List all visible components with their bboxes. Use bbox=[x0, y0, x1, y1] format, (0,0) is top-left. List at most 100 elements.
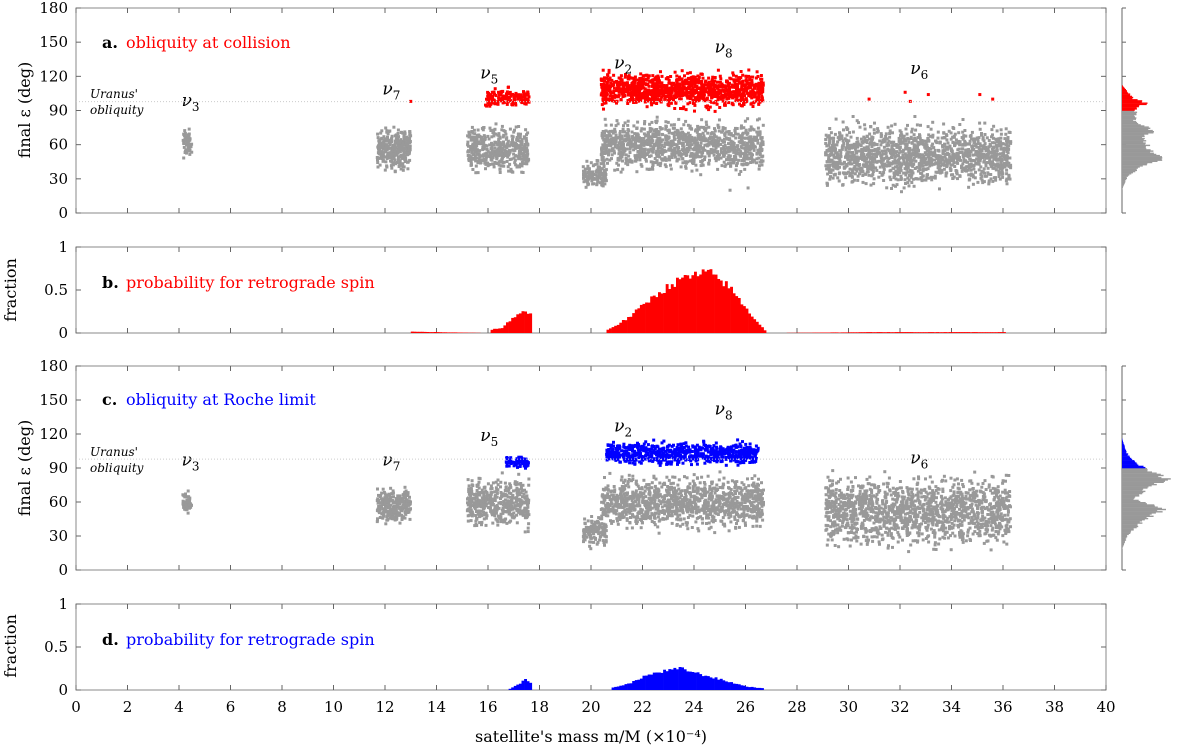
data-point bbox=[620, 151, 624, 155]
data-point bbox=[866, 145, 870, 149]
data-point bbox=[828, 160, 832, 164]
data-point bbox=[592, 177, 595, 180]
data-point bbox=[498, 167, 502, 171]
data-point bbox=[601, 99, 605, 103]
data-point bbox=[701, 96, 705, 100]
data-point bbox=[890, 156, 894, 159]
data-point bbox=[887, 161, 891, 165]
data-point bbox=[840, 134, 844, 138]
data-point bbox=[385, 155, 388, 159]
data-point bbox=[978, 142, 982, 146]
data-point bbox=[386, 147, 390, 151]
data-point bbox=[487, 95, 490, 99]
data-point bbox=[520, 101, 524, 105]
data-point bbox=[621, 167, 625, 171]
data-point bbox=[604, 123, 608, 127]
data-point bbox=[646, 76, 650, 80]
data-point bbox=[681, 86, 684, 90]
data-point bbox=[620, 155, 624, 159]
data-point bbox=[604, 88, 607, 92]
data-point bbox=[643, 122, 646, 126]
data-point bbox=[961, 118, 965, 121]
data-point bbox=[711, 82, 715, 86]
data-point bbox=[704, 127, 708, 130]
data-point bbox=[489, 93, 493, 97]
data-point bbox=[730, 83, 734, 87]
data-point bbox=[897, 161, 901, 165]
data-point bbox=[695, 153, 699, 157]
data-point bbox=[682, 134, 686, 138]
data-point bbox=[957, 131, 961, 135]
data-point bbox=[466, 134, 470, 138]
data-point bbox=[687, 147, 691, 151]
data-point bbox=[716, 80, 719, 84]
data-point bbox=[583, 167, 587, 171]
panel-a-title: obliquity at collision bbox=[126, 33, 291, 52]
data-point bbox=[599, 172, 602, 176]
data-point bbox=[717, 85, 721, 89]
data-point bbox=[605, 157, 609, 161]
data-point bbox=[655, 82, 659, 86]
data-point bbox=[956, 177, 959, 181]
data-point bbox=[979, 173, 983, 177]
data-point bbox=[695, 91, 699, 94]
data-point bbox=[405, 144, 409, 148]
data-point bbox=[604, 168, 608, 172]
data-point bbox=[633, 138, 637, 142]
data-point bbox=[493, 152, 497, 156]
data-point bbox=[469, 155, 473, 159]
data-point bbox=[626, 93, 630, 97]
data-point bbox=[380, 136, 384, 140]
data-point bbox=[755, 161, 758, 165]
data-point bbox=[470, 163, 473, 167]
data-point bbox=[626, 119, 630, 123]
data-point bbox=[758, 88, 762, 91]
data-point bbox=[977, 136, 981, 140]
data-point bbox=[658, 149, 662, 153]
data-point bbox=[701, 151, 705, 155]
data-point bbox=[380, 129, 384, 133]
data-point bbox=[725, 158, 728, 162]
data-point bbox=[624, 153, 628, 157]
data-point bbox=[740, 159, 744, 162]
data-point bbox=[914, 128, 918, 132]
data-point bbox=[947, 145, 951, 149]
panel-a-ylabel: final ε (deg) bbox=[15, 62, 34, 159]
data-point bbox=[902, 134, 906, 138]
data-point bbox=[489, 102, 493, 106]
data-point bbox=[877, 150, 881, 154]
data-point bbox=[707, 125, 711, 129]
data-point bbox=[651, 160, 655, 164]
data-point bbox=[393, 139, 397, 143]
data-point bbox=[600, 177, 603, 181]
data-point bbox=[700, 118, 704, 122]
data-point bbox=[669, 167, 673, 171]
data-point bbox=[709, 148, 713, 151]
data-point bbox=[660, 74, 664, 78]
data-point bbox=[470, 135, 474, 139]
data-point bbox=[734, 82, 738, 86]
data-point bbox=[728, 90, 732, 94]
data-point bbox=[756, 118, 759, 122]
data-point bbox=[906, 181, 910, 185]
data-point bbox=[760, 160, 764, 164]
data-point bbox=[624, 73, 627, 76]
data-point bbox=[1005, 172, 1009, 176]
data-point bbox=[715, 102, 719, 106]
data-point bbox=[612, 99, 616, 103]
data-point bbox=[926, 125, 930, 129]
data-point bbox=[707, 84, 711, 88]
data-point bbox=[594, 177, 598, 181]
data-point bbox=[761, 99, 765, 103]
data-point bbox=[601, 184, 605, 188]
data-point bbox=[943, 152, 947, 156]
data-point bbox=[601, 158, 605, 162]
data-point bbox=[696, 95, 700, 99]
data-point bbox=[835, 143, 839, 147]
data-point bbox=[927, 176, 931, 180]
data-point bbox=[962, 153, 965, 157]
data-point bbox=[182, 145, 186, 149]
data-point bbox=[651, 134, 655, 138]
data-point bbox=[514, 103, 518, 107]
data-point bbox=[868, 161, 872, 165]
